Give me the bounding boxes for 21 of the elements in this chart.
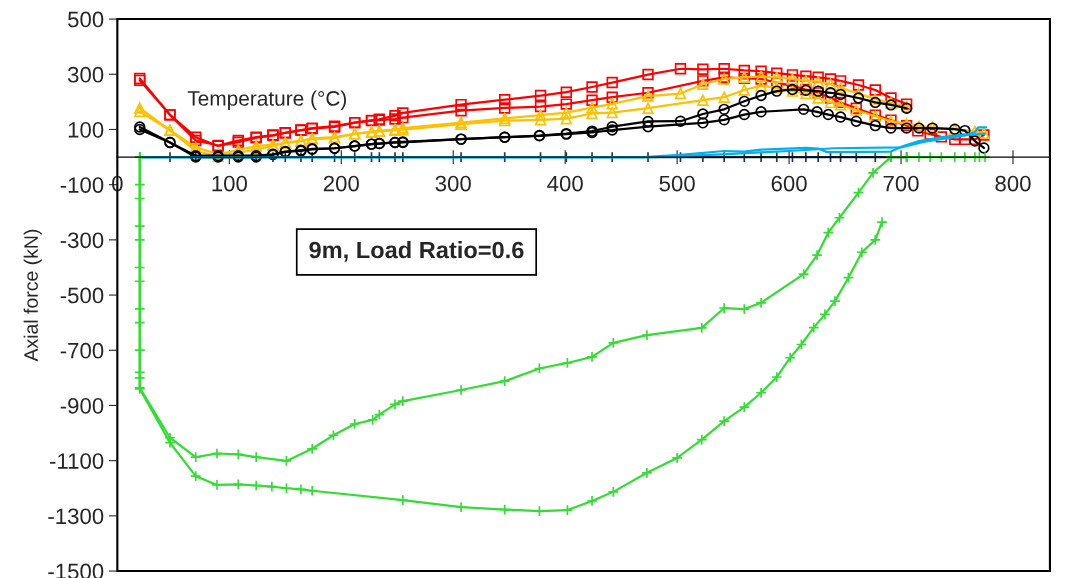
- x-tick-label: 500: [659, 175, 695, 192]
- x-tick-label: 600: [771, 175, 807, 192]
- y-tick-label: 100: [68, 122, 104, 138]
- x-tick-label: 100: [212, 175, 247, 192]
- annotation: 9m, Load Ratio=0.6: [309, 241, 524, 262]
- y-tick-label: -500: [60, 287, 104, 304]
- y-tick-label: 500: [67, 11, 104, 28]
- y-tick-label: 300: [67, 66, 104, 83]
- x-tick-label: 200: [323, 175, 359, 192]
- y-axis-title: Axial force (kN): [23, 229, 42, 362]
- y-tick-label: -1100: [49, 453, 104, 469]
- x-tick-label: 800: [995, 175, 1031, 192]
- x-tick-label: 400: [547, 175, 583, 192]
- y-tick-label: -900: [60, 398, 104, 414]
- y-tick-label: -300: [60, 232, 104, 249]
- y-tick-label: -1300: [48, 508, 104, 525]
- x-tick-label: 300: [435, 175, 471, 192]
- x-tick-label: 700: [883, 175, 919, 192]
- y-tick-label: -700: [60, 342, 104, 359]
- y-tick-label: -100: [60, 177, 104, 193]
- annotation: Temperature (°C): [187, 90, 346, 110]
